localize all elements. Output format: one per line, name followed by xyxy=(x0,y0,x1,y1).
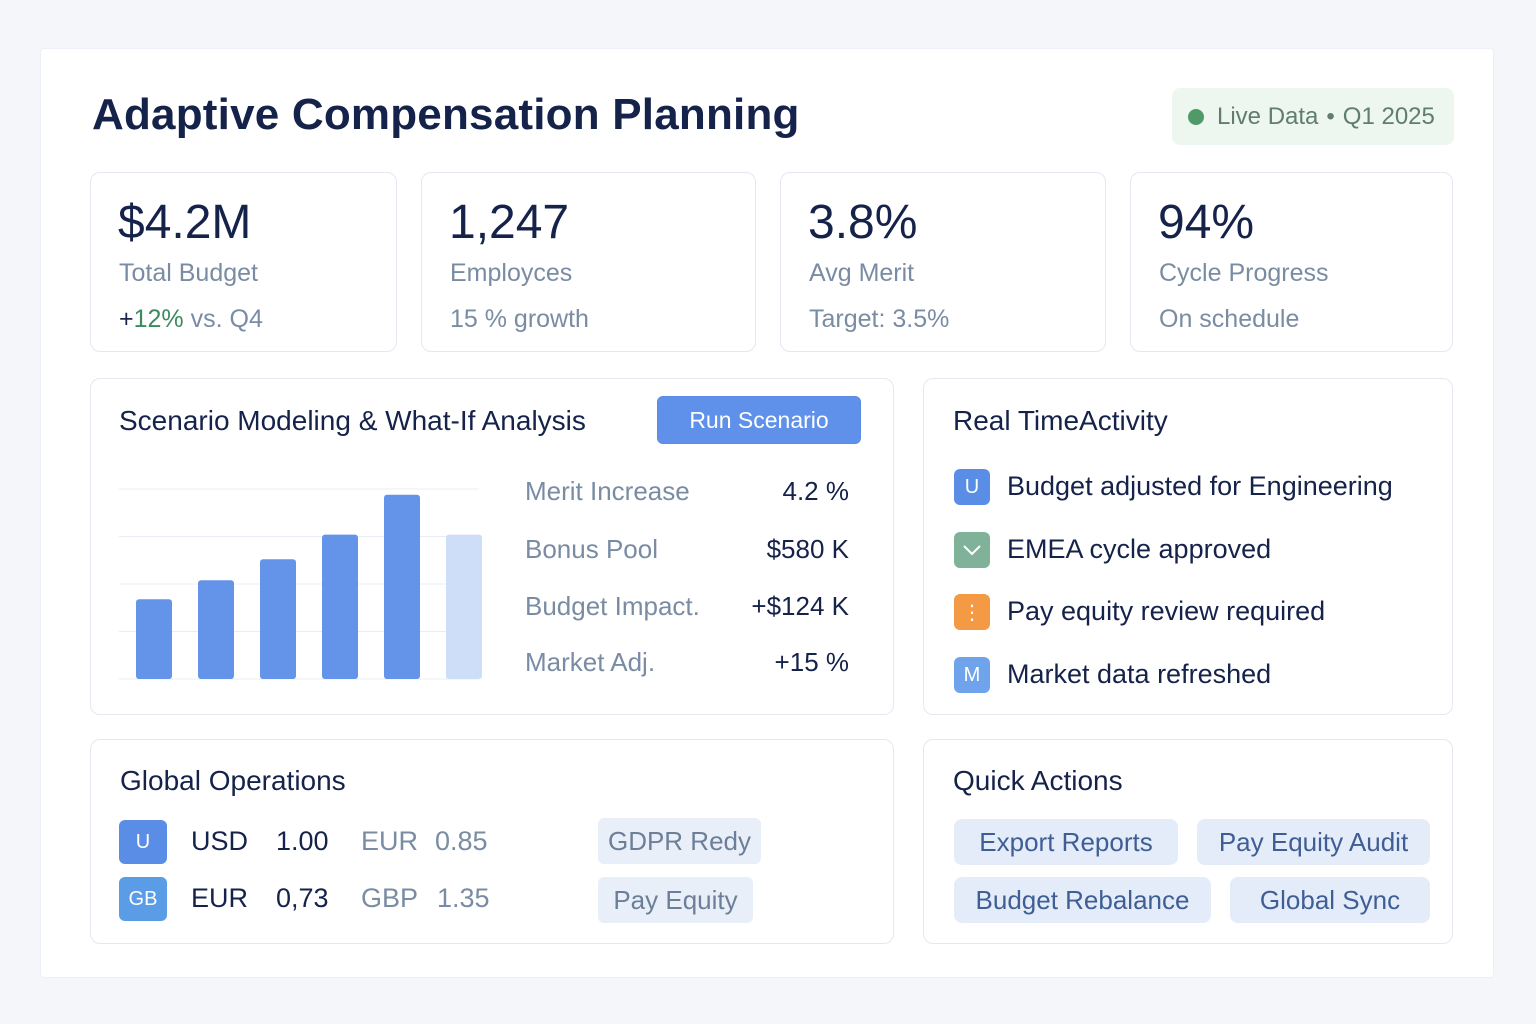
export-reports-button[interactable]: Export Reports xyxy=(954,819,1178,865)
alert-icon: ⋮ xyxy=(954,594,990,630)
currency-rate: 1.00 xyxy=(276,826,329,856)
live-data-badge: Live Data • Q1 2025 xyxy=(1172,88,1454,145)
badge-separator: • xyxy=(1326,102,1335,130)
activity-item[interactable]: U Budget adjusted for Engineering xyxy=(954,467,1434,507)
market-icon: M xyxy=(954,657,990,693)
gdpr-ready-chip[interactable]: GDPR Redy xyxy=(598,818,761,864)
currency-rate: 0,73 xyxy=(276,883,329,913)
kpi-value: 1,247 xyxy=(449,196,570,249)
currency-code: GBP xyxy=(361,883,419,913)
scenario-title: Scenario Modeling & What-If Analysis xyxy=(119,405,586,436)
metric-label: Market Adj. xyxy=(525,647,656,677)
currency-code: EUR xyxy=(361,826,419,856)
page-title: Adaptive Compensation Planning xyxy=(92,90,800,139)
kpi-change: +12% vs. Q4 xyxy=(119,305,263,333)
metric-label: Merit Increase xyxy=(525,476,690,506)
kpi-label: Total Budget xyxy=(119,259,258,287)
metric-value: $580 K xyxy=(766,534,849,564)
kpi-card-avg-merit: 3.8% Avg Merit Target: 3.5% xyxy=(780,172,1106,352)
metric-value: +$124 K xyxy=(751,591,849,621)
activity-item[interactable]: EMEA cycle approved xyxy=(954,530,1434,570)
quick-actions-title: Quick Actions xyxy=(953,765,1123,796)
currency-rate: 0.85 xyxy=(435,826,488,856)
period-label: Q1 2025 xyxy=(1342,102,1435,130)
chart-bar xyxy=(384,494,420,679)
chart-bar xyxy=(446,534,482,679)
metric-value: 4.2 % xyxy=(782,476,850,506)
metric-label: Budget Impact. xyxy=(525,591,700,621)
activity-title: Real TimeActivity xyxy=(953,405,1168,436)
chart-bar xyxy=(136,599,172,679)
gb-flag-icon: GB xyxy=(119,877,167,921)
activity-item[interactable]: M Market data refreshed xyxy=(954,655,1434,695)
kpi-label: Avg Merit xyxy=(809,259,915,287)
kpi-card-employees: 1,247 Employces 15 % growth xyxy=(421,172,756,352)
run-scenario-button[interactable]: Run Scenario xyxy=(657,396,861,444)
kpi-change: Target: 3.5% xyxy=(809,305,950,333)
kpi-label: Cycle Progress xyxy=(1159,259,1329,287)
activity-text: Pay equity review required xyxy=(1007,596,1326,626)
activity-text: Budget adjusted for Engineering xyxy=(1007,471,1393,501)
scenario-card: Scenario Modeling & What-If Analysis Run… xyxy=(90,378,894,715)
user-icon: U xyxy=(954,469,990,505)
currency-rate: 1.35 xyxy=(437,883,490,913)
chart-bar xyxy=(198,580,234,679)
chart-bar xyxy=(260,559,296,679)
kpi-card-cycle-progress: 94% Cycle Progress On schedule xyxy=(1130,172,1453,352)
activity-text: EMEA cycle approved xyxy=(1007,534,1272,564)
metric-merit-increase: Merit Increase 4.2 % xyxy=(525,476,849,516)
kpi-change: On schedule xyxy=(1159,305,1300,333)
currency-code: USD xyxy=(191,826,249,856)
metric-market-adj: Market Adj. +15 % xyxy=(525,647,849,687)
metric-label: Bonus Pool xyxy=(525,534,658,564)
activity-text: Market data refreshed xyxy=(1007,659,1272,689)
global-ops-title: Global Operations xyxy=(120,765,346,796)
check-icon xyxy=(954,532,990,568)
metric-bonus-pool: Bonus Pool $580 K xyxy=(525,534,849,574)
metric-budget-impact: Budget Impact. +$124 K xyxy=(525,591,849,631)
kpi-change: 15 % growth xyxy=(450,305,589,333)
kpi-value: 3.8% xyxy=(808,196,918,249)
metric-value: +15 % xyxy=(774,647,849,677)
activity-card: Real TimeActivity U Budget adjusted for … xyxy=(923,378,1453,715)
currency-code: EUR xyxy=(191,883,249,913)
kpi-value: $4.2M xyxy=(118,196,252,249)
chart-bar xyxy=(322,534,358,679)
scenario-bar-chart xyxy=(119,488,482,680)
pay-equity-chip[interactable]: Pay Equity xyxy=(598,877,753,923)
quick-actions-card: Quick Actions Export Reports Pay Equity … xyxy=(923,739,1453,944)
activity-item[interactable]: ⋮ Pay equity review required xyxy=(954,592,1434,632)
global-operations-card: Global Operations U USD 1.00 EUR 0.85 GB… xyxy=(90,739,894,944)
live-label: Live Data xyxy=(1217,102,1319,130)
kpi-value: 94% xyxy=(1158,196,1255,249)
kpi-label: Employces xyxy=(450,259,573,287)
live-status-dot-icon xyxy=(1188,108,1204,125)
us-flag-icon: U xyxy=(119,820,167,864)
pay-equity-audit-button[interactable]: Pay Equity Audit xyxy=(1197,819,1430,865)
kpi-card-total-budget: $4.2M Total Budget +12% vs. Q4 xyxy=(90,172,397,352)
global-sync-button[interactable]: Global Sync xyxy=(1230,877,1430,923)
budget-rebalance-button[interactable]: Budget Rebalance xyxy=(954,877,1211,923)
